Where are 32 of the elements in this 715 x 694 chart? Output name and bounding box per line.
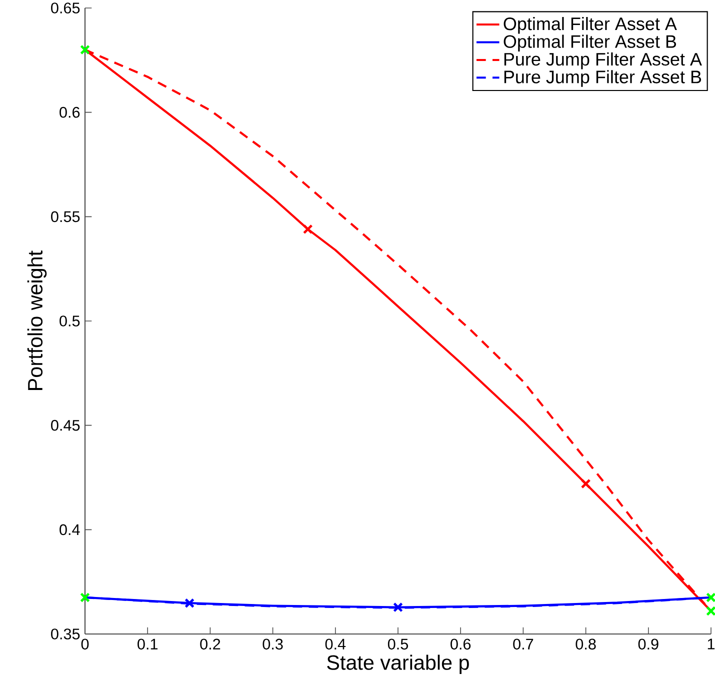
x-tick-label: 0 [81, 638, 89, 650]
x-tick-label: 0.1 [138, 638, 158, 650]
y-tick-label: 0.5 [60, 316, 80, 326]
y-axis-title: Portfolio weight [27, 250, 47, 390]
x-tick-label: 0.9 [638, 638, 658, 650]
x-tick-label: 0.8 [576, 638, 596, 650]
x-tick-label: 0.3 [262, 638, 283, 650]
point [80, 44, 90, 55]
y-tick-label: 0.45 [51, 420, 80, 431]
x-axis-title: State variable p [327, 654, 469, 674]
legend-label: Optimal Filter Asset A [504, 17, 677, 34]
point [80, 592, 90, 602]
y-tick-label: 0.6 [60, 106, 80, 118]
point [184, 598, 195, 608]
x-tick-label: 1 [708, 638, 715, 650]
y-tick-label: 0.35 [51, 628, 80, 640]
point [393, 602, 403, 612]
y-tick-label: 0.55 [51, 211, 80, 222]
point [580, 478, 591, 489]
legend-label: Optimal Filter Asset B [504, 34, 676, 52]
y-tick-label: 0.4 [60, 524, 80, 536]
x-tick-label: 0.4 [325, 638, 346, 650]
legend-label: Pure Jump Filter Asset B [504, 70, 702, 87]
legend-label: Pure Jump Filter Asset A [504, 52, 702, 70]
x-tick-label: 0.6 [450, 638, 471, 650]
x-tick-label: 0.5 [388, 638, 408, 650]
point [302, 224, 313, 234]
x-tick-label: 0.2 [200, 638, 220, 650]
point [706, 592, 715, 602]
point [706, 606, 715, 616]
x-tick-label: 0.7 [513, 638, 534, 650]
y-tick-label: 0.65 [51, 2, 80, 14]
